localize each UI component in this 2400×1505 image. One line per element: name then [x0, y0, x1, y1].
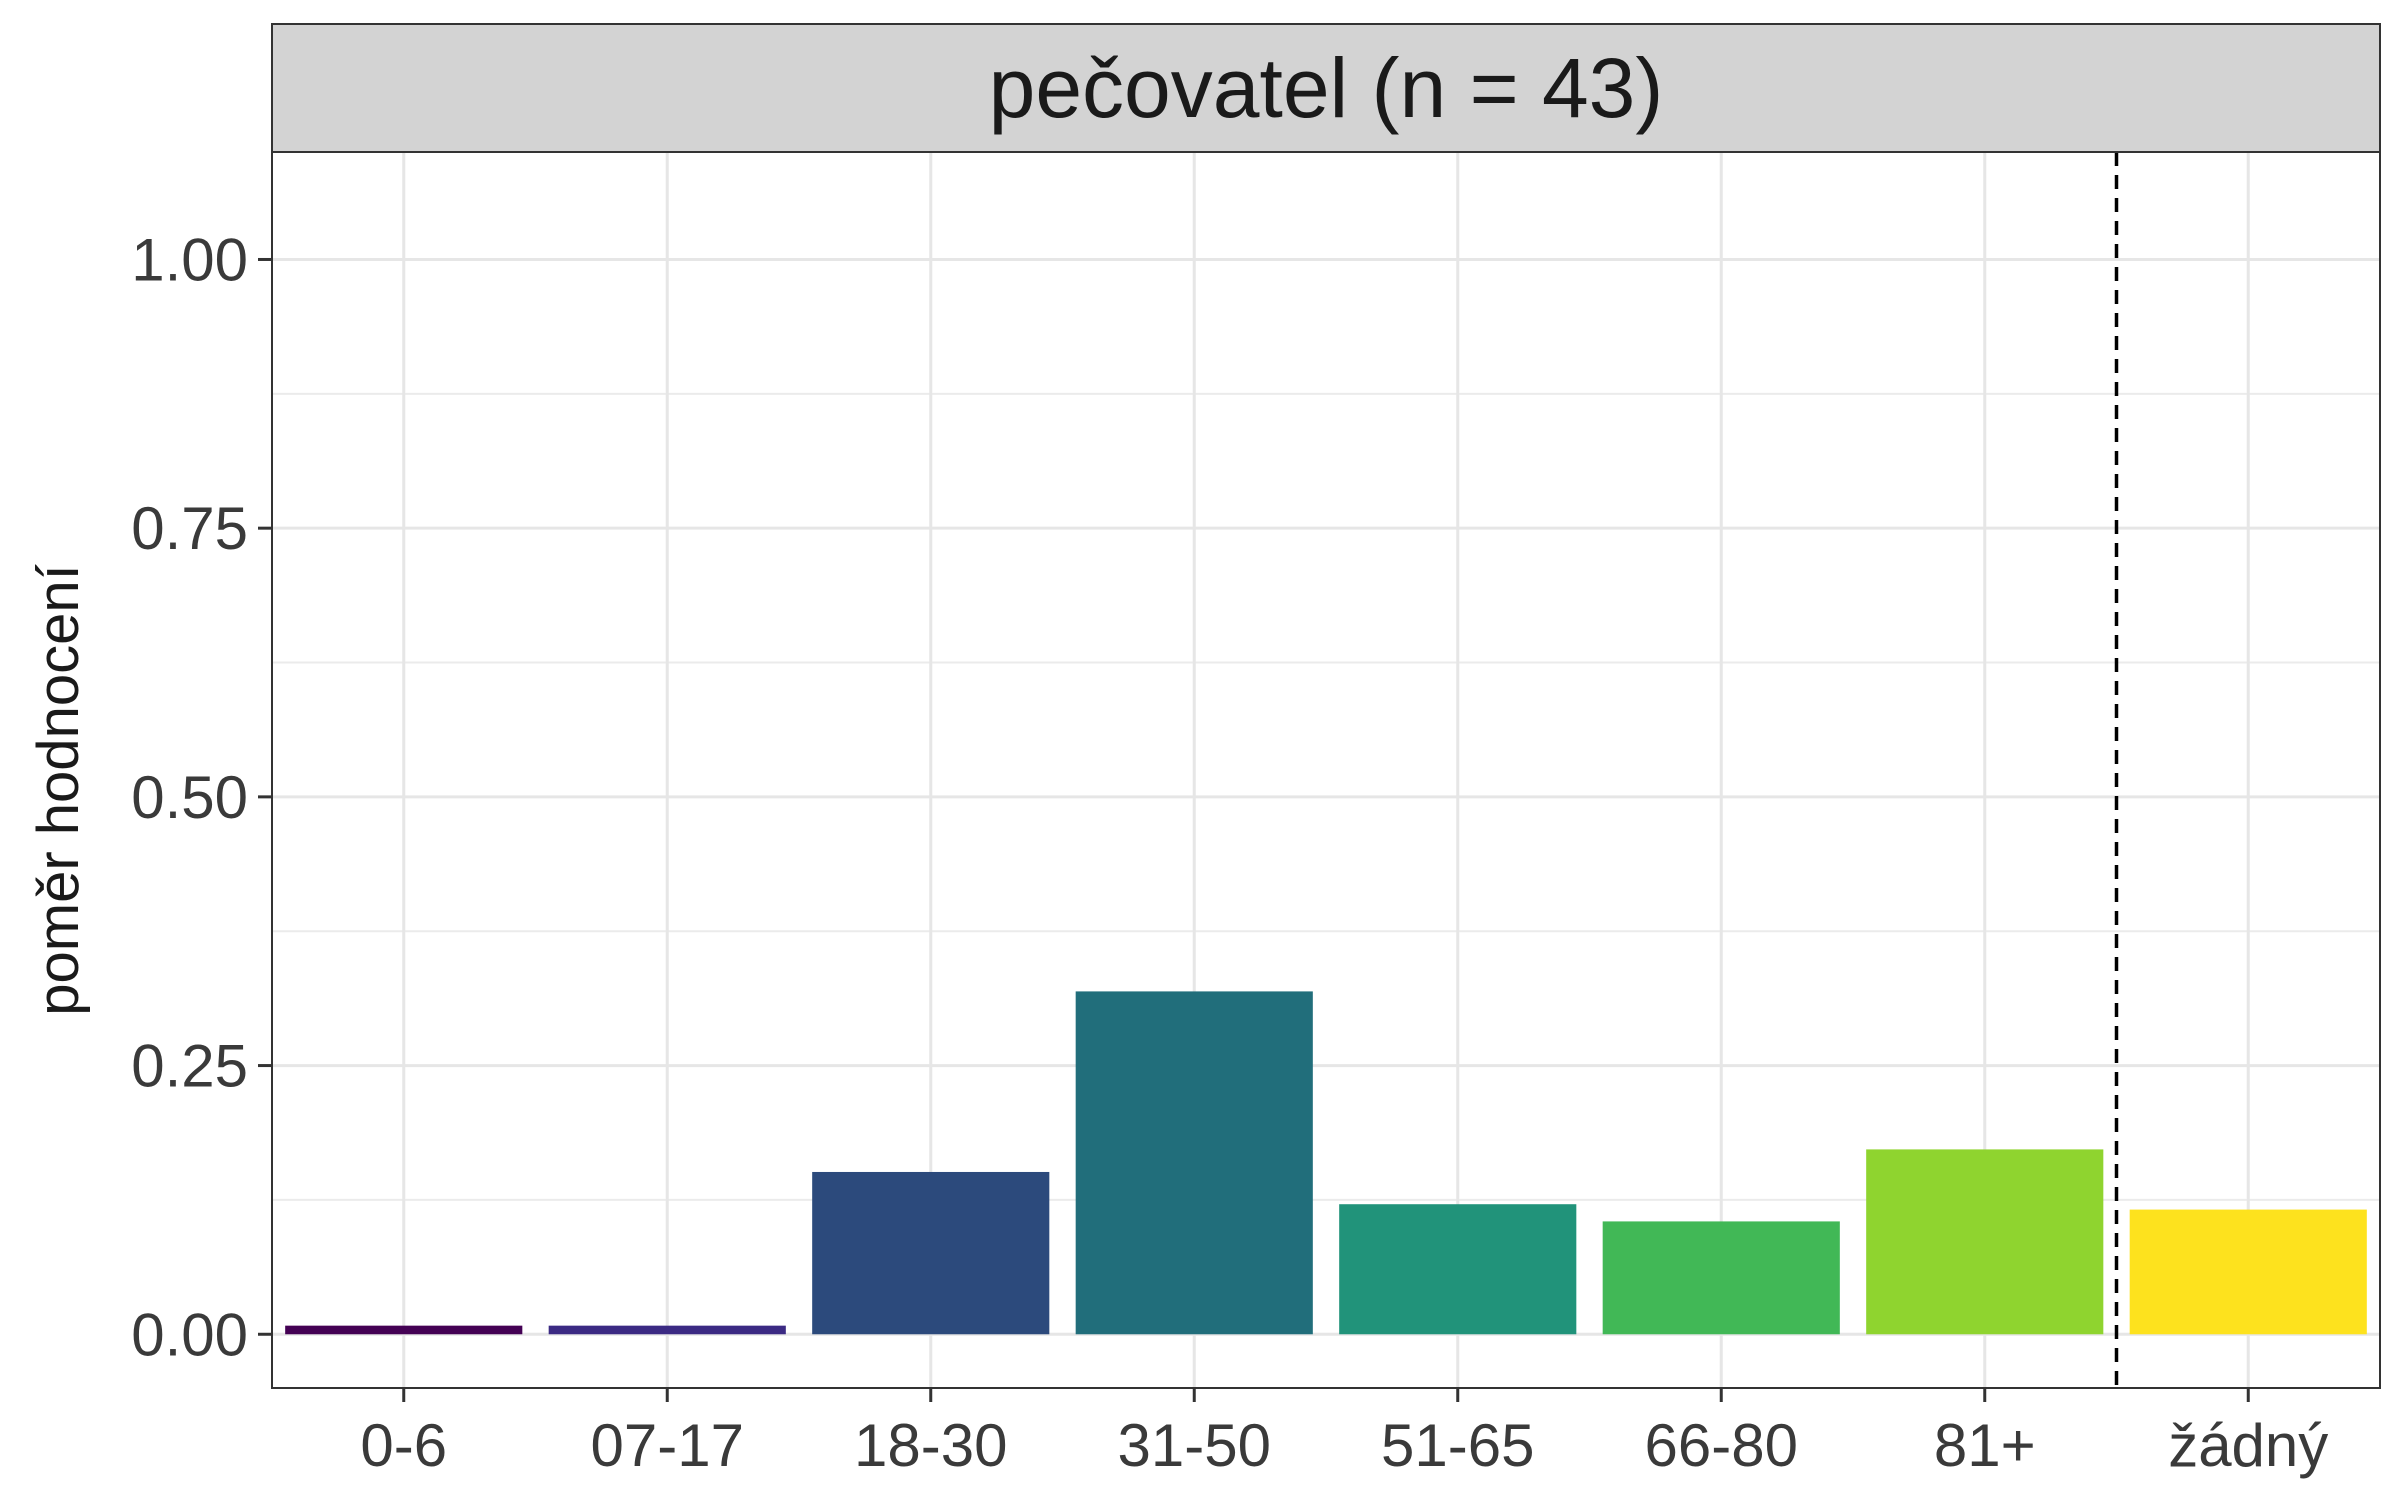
- x-tick-label: 07-17: [591, 1412, 744, 1479]
- bar-66-80: [1602, 1221, 1840, 1335]
- y-tick-label: 0.75: [131, 495, 248, 562]
- y-tick-label: 1.00: [131, 226, 248, 293]
- y-tick-label: 0.50: [131, 764, 248, 831]
- facet-title: pečovatel (n = 43): [989, 41, 1664, 135]
- x-tick-label: 31-50: [1118, 1412, 1271, 1479]
- x-tick-label: 81+: [1934, 1412, 2036, 1479]
- bar-18-30: [812, 1171, 1050, 1335]
- x-tick-label: 0-6: [360, 1412, 447, 1479]
- bar-07-17: [548, 1325, 786, 1335]
- bar-81+: [1866, 1149, 2104, 1335]
- bar-51-65: [1339, 1204, 1577, 1335]
- x-tick-label: 66-80: [1645, 1412, 1798, 1479]
- bar-0-6: [285, 1325, 523, 1335]
- x-tick-label: žádný: [2168, 1412, 2328, 1479]
- bar-31-50: [1075, 991, 1313, 1335]
- y-tick-label: 0.00: [131, 1301, 248, 1368]
- bar-žádný: [2129, 1209, 2367, 1335]
- y-tick-label: 0.25: [131, 1033, 248, 1100]
- facet-strip: [271, 23, 2381, 153]
- y-axis-title: poměr hodnocení: [26, 564, 91, 1015]
- x-tick-label: 51-65: [1381, 1412, 1534, 1479]
- x-tick-label: 18-30: [854, 1412, 1007, 1479]
